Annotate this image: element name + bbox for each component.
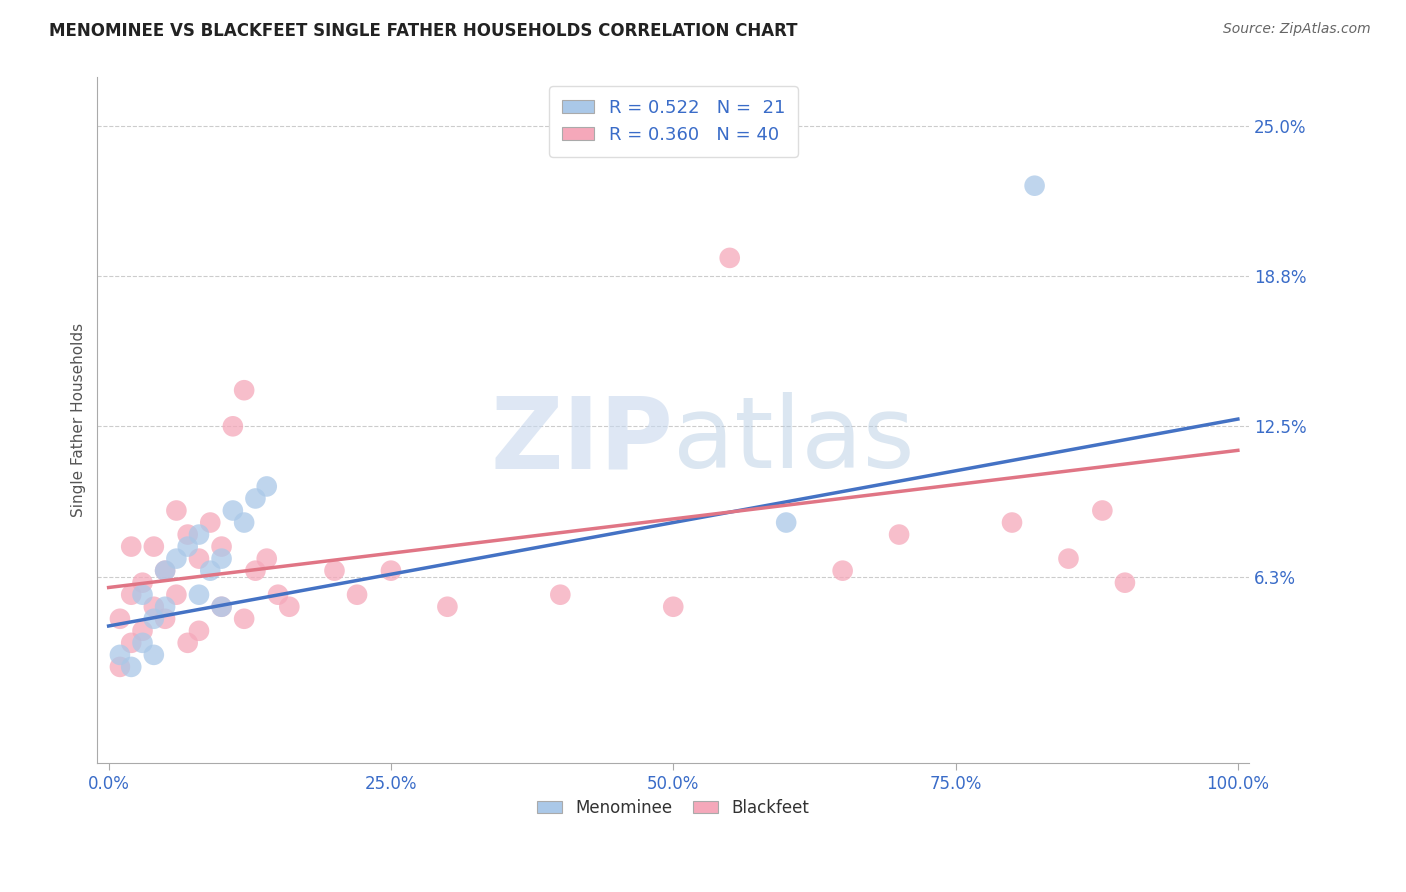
Point: [165, 551, 187, 566]
Point: [165, 503, 187, 517]
Point: [211, 551, 233, 566]
Point: [188, 551, 211, 566]
Point: [323, 564, 346, 578]
Point: [233, 516, 256, 530]
Point: [233, 383, 256, 397]
Point: [131, 588, 153, 602]
Text: ZIP: ZIP: [491, 392, 673, 490]
Point: [142, 599, 165, 614]
Point: [256, 551, 278, 566]
Point: [200, 516, 222, 530]
Point: [131, 624, 153, 638]
Point: [142, 648, 165, 662]
Point: [176, 636, 198, 650]
Point: [211, 599, 233, 614]
Point: [256, 479, 278, 493]
Point: [887, 527, 910, 541]
Point: [176, 540, 198, 554]
Point: [120, 588, 142, 602]
Point: [1024, 178, 1046, 193]
Point: [1091, 503, 1114, 517]
Point: [120, 540, 142, 554]
Point: [346, 588, 368, 602]
Point: [211, 540, 233, 554]
Point: [153, 599, 176, 614]
Point: [831, 564, 853, 578]
Point: [176, 527, 198, 541]
Point: [120, 660, 142, 674]
Point: [775, 516, 797, 530]
Point: [222, 419, 245, 434]
Point: [142, 612, 165, 626]
Point: [153, 612, 176, 626]
Point: [211, 599, 233, 614]
Point: [1114, 575, 1136, 590]
Point: [131, 636, 153, 650]
Point: [153, 564, 176, 578]
Point: [233, 612, 256, 626]
Point: [142, 540, 165, 554]
Point: [200, 564, 222, 578]
Point: [267, 588, 290, 602]
Point: [108, 612, 131, 626]
Point: [380, 564, 402, 578]
Point: [131, 575, 153, 590]
Point: [662, 599, 685, 614]
Text: Source: ZipAtlas.com: Source: ZipAtlas.com: [1223, 22, 1371, 37]
Point: [108, 660, 131, 674]
Point: [222, 503, 245, 517]
Text: MENOMINEE VS BLACKFEET SINGLE FATHER HOUSEHOLDS CORRELATION CHART: MENOMINEE VS BLACKFEET SINGLE FATHER HOU…: [49, 22, 797, 40]
Point: [550, 588, 572, 602]
Point: [108, 648, 131, 662]
Point: [153, 564, 176, 578]
Text: atlas: atlas: [673, 392, 915, 490]
Y-axis label: Single Father Households: Single Father Households: [72, 323, 86, 517]
Point: [245, 491, 267, 506]
Point: [1001, 516, 1024, 530]
Legend: Menominee, Blackfeet: Menominee, Blackfeet: [530, 792, 815, 823]
Point: [120, 636, 142, 650]
Point: [278, 599, 301, 614]
Point: [718, 251, 741, 265]
Point: [436, 599, 458, 614]
Point: [188, 588, 211, 602]
Point: [188, 527, 211, 541]
Point: [1057, 551, 1080, 566]
Point: [165, 588, 187, 602]
Point: [245, 564, 267, 578]
Point: [188, 624, 211, 638]
